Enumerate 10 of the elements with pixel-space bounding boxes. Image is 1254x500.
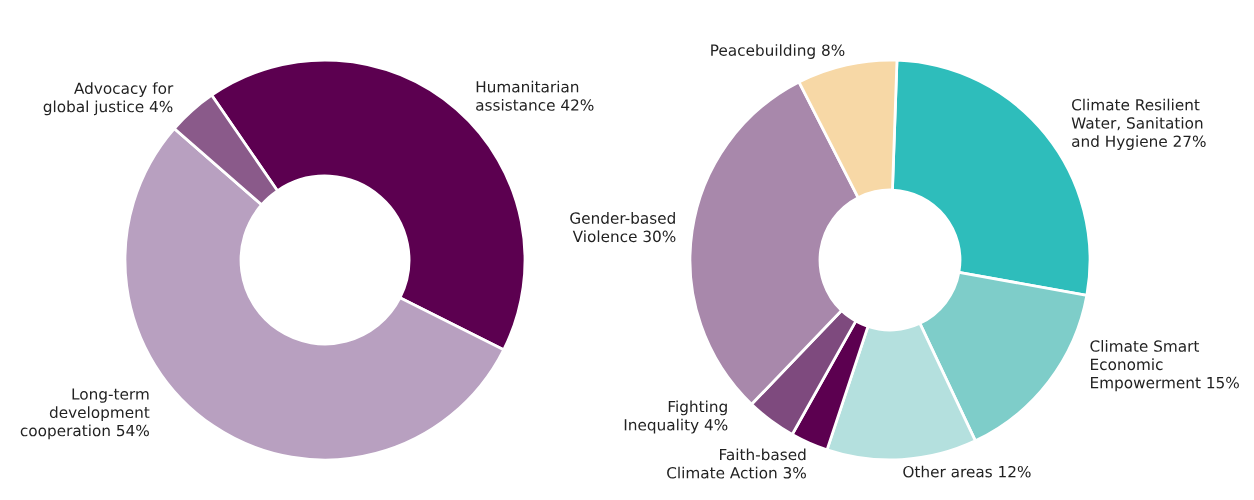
slice-label: Advocacy for global justice 4% xyxy=(43,82,174,116)
slice-label: Fighting Inequality 4% xyxy=(624,400,728,434)
slice-label: Gender-based Violence 30% xyxy=(570,212,676,243)
slice-label: Peacebuilding 8% xyxy=(711,44,845,59)
slice-label: Long-term development cooperation 54% xyxy=(20,388,150,440)
slice-label: Faith-based Climate Action 3% xyxy=(667,448,806,479)
slice-label: Humanitarian assistance 42% xyxy=(476,80,594,111)
slice-label: Other areas 12% xyxy=(903,465,1031,478)
slice-label: Climate Smart Economic Empowerment 15% xyxy=(1090,340,1239,392)
slice-label: Climate Resilient Water, Sanitation and Hygiene 27% xyxy=(1071,98,1206,150)
